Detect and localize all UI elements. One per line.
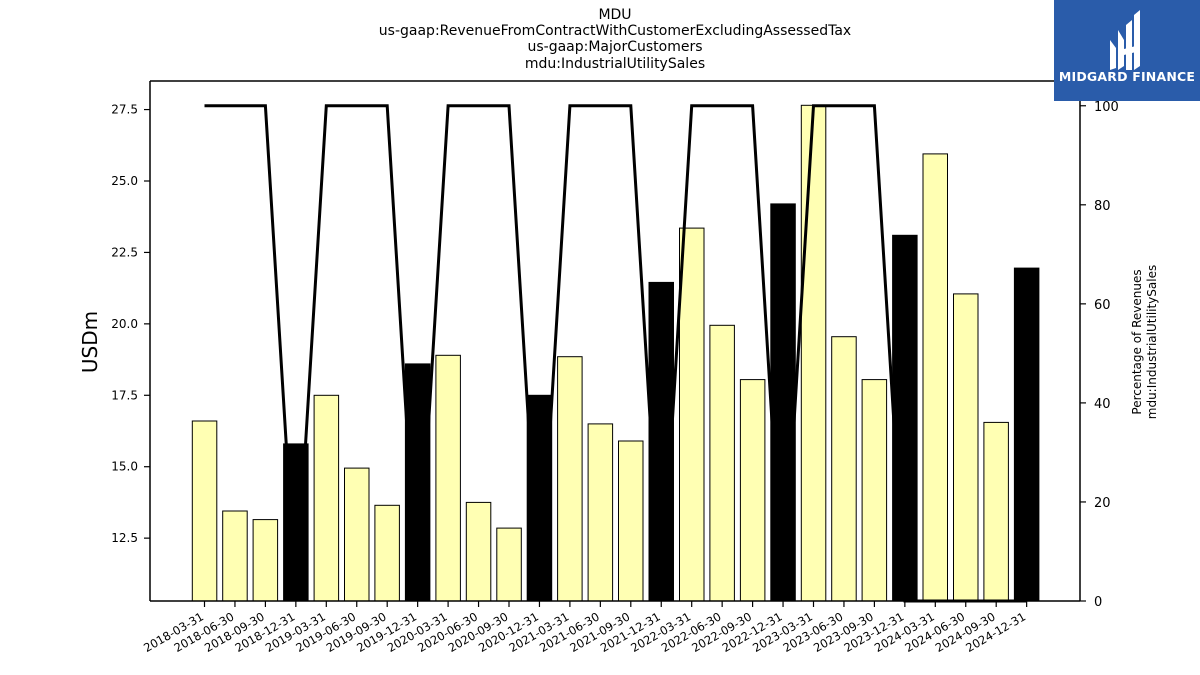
y-tick-label: 15.0 xyxy=(111,460,138,474)
logo-mark-icon xyxy=(1110,10,1140,70)
bar-2022-12-31 xyxy=(770,203,796,602)
y-tick-label: 12.5 xyxy=(111,531,138,545)
y2-tick-label: 80 xyxy=(1094,199,1111,214)
title-line-1: MDU xyxy=(598,7,632,23)
bar-2020-09-30 xyxy=(496,527,522,602)
percentage-line xyxy=(204,104,1027,603)
bar-2021-09-30 xyxy=(618,440,644,602)
title-line-3: us-gaap:MajorCustomers xyxy=(527,39,703,55)
y-tick-label: 17.5 xyxy=(111,388,138,402)
y2-tick-label: 60 xyxy=(1094,298,1111,313)
bar-2018-06-30 xyxy=(222,510,248,602)
y2-axis-label: Percentage of Revenues mdu:IndustrialUti… xyxy=(1130,265,1160,419)
y2-axis-label-line-1: Percentage of Revenues xyxy=(1130,269,1144,415)
bar-2023-03-31 xyxy=(800,104,827,602)
midgard-finance-logo: MIDGARD FINANCE xyxy=(1054,0,1200,101)
y2-tick-label: 40 xyxy=(1094,397,1111,412)
y-tick-label: 27.5 xyxy=(111,103,138,117)
bar-2023-06-30 xyxy=(831,336,857,602)
bar-2023-09-30 xyxy=(861,379,888,602)
bar-2020-12-31 xyxy=(526,394,553,602)
y-axis-label: USDm xyxy=(78,310,102,374)
bar-2022-06-30 xyxy=(709,324,735,602)
bar-2024-06-30 xyxy=(953,293,979,602)
title-line-4: mdu:IndustrialUtilitySales xyxy=(524,56,706,72)
bar-2024-12-31 xyxy=(1013,267,1040,602)
bar-2020-03-31 xyxy=(435,354,461,602)
y-tick-label: 20.0 xyxy=(111,317,138,331)
bar-2021-06-30 xyxy=(587,423,614,602)
bar-2021-03-31 xyxy=(557,356,583,602)
y-tick-label: 25.0 xyxy=(111,174,138,188)
logo-text: MIDGARD FINANCE xyxy=(1058,69,1196,84)
bar-2020-06-30 xyxy=(465,501,492,602)
title-line-2: us-gaap:RevenueFromContractWithCustomerE… xyxy=(378,23,852,39)
y2-axis-label-line-2: mdu:IndustrialUtilitySales xyxy=(1145,264,1159,420)
y2-tick-label: 20 xyxy=(1094,496,1111,511)
y-tick-label: 22.5 xyxy=(111,245,138,259)
y2-tick-label: 100 xyxy=(1094,100,1119,115)
bar-2023-12-31 xyxy=(892,234,918,602)
bar-2018-09-30 xyxy=(252,519,279,602)
bar-2018-03-31 xyxy=(191,420,218,602)
bar-2019-06-30 xyxy=(344,467,370,602)
bar-2024-03-31 xyxy=(922,153,948,602)
bar-2022-09-30 xyxy=(739,379,766,602)
bar-2019-09-30 xyxy=(374,504,400,602)
y2-tick-label: 0 xyxy=(1094,595,1102,610)
bar-2022-03-31 xyxy=(679,227,705,602)
bar-2019-03-31 xyxy=(313,394,340,602)
bar-2024-09-30 xyxy=(983,421,1009,602)
bar-2021-12-31 xyxy=(648,281,674,602)
